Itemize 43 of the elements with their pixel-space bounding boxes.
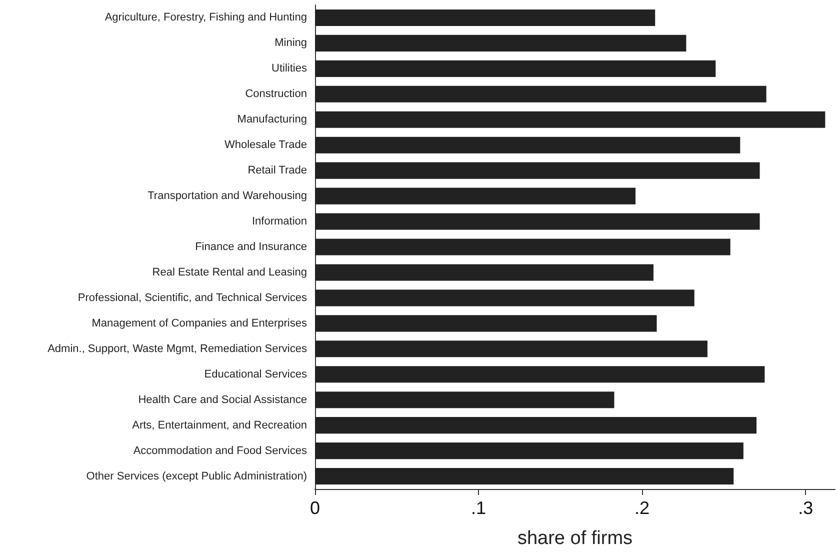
bar — [315, 366, 765, 383]
y-tick-label: Admin., Support, Waste Mgmt, Remediation Services — [48, 342, 308, 355]
bar — [315, 136, 740, 154]
x-tick-label: .1 — [471, 498, 486, 518]
bar — [315, 392, 614, 408]
y-tick-label: Accommodation and Food Services — [133, 444, 308, 457]
y-tick-label: Wholesale Trade — [224, 139, 307, 152]
bar — [315, 111, 826, 128]
y-tick-label: Finance and Insurance — [195, 241, 307, 253]
bar — [315, 264, 654, 281]
bar — [315, 238, 730, 256]
x-axis-title: share of firms — [517, 528, 633, 549]
bar — [315, 340, 708, 358]
y-tick-label: Educational Services — [204, 368, 308, 380]
bar — [315, 60, 716, 77]
bar — [315, 315, 657, 332]
y-tick-label: Retail Trade — [248, 164, 307, 177]
bar — [315, 468, 734, 485]
y-tick-label: Health Care and Social Assistance — [138, 394, 307, 406]
y-tick-label: Manufacturing — [237, 114, 307, 126]
bar — [315, 9, 656, 26]
bar — [315, 290, 694, 306]
y-tick-label: Arts, Entertainment, and Recreation — [132, 419, 307, 432]
y-tick-label: Mining — [274, 37, 307, 50]
bar — [315, 213, 760, 230]
y-tick-label: Construction — [245, 88, 307, 100]
y-tick-label: Professional, Scientific, and Technical Services — [78, 292, 308, 304]
bar — [315, 86, 766, 102]
y-tick-label: Utilities — [272, 62, 308, 75]
y-tick-label: Other Services (except Public Administration) — [86, 470, 307, 482]
bar — [315, 34, 686, 52]
y-tick-label: Real Estate Rental and Leasing — [152, 266, 307, 278]
x-tick-label: 0 — [310, 498, 320, 518]
bar — [315, 442, 744, 460]
bar — [315, 162, 760, 179]
y-tick-label: Information — [252, 216, 307, 228]
y-tick-label: Management of Companies and Enterprises — [92, 317, 308, 330]
y-tick-label: Transportation and Warehousing — [148, 190, 307, 202]
bar — [315, 188, 636, 204]
x-tick-label: .2 — [634, 498, 650, 518]
bar — [315, 417, 757, 434]
y-tick-label: Agriculture, Forestry, Fishing and Hunting — [104, 12, 307, 24]
x-tick-label: .3 — [798, 498, 814, 518]
